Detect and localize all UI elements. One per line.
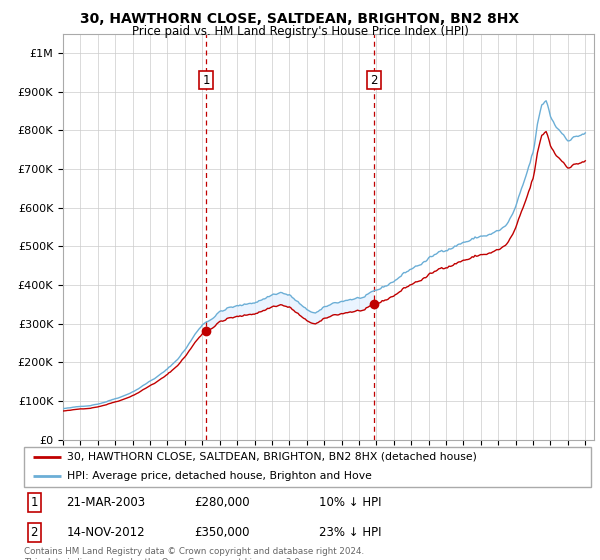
Text: 2: 2 <box>31 526 38 539</box>
Text: £280,000: £280,000 <box>194 496 250 508</box>
Text: 30, HAWTHORN CLOSE, SALTDEAN, BRIGHTON, BN2 8HX: 30, HAWTHORN CLOSE, SALTDEAN, BRIGHTON, … <box>80 12 520 26</box>
Text: 1: 1 <box>31 496 38 508</box>
Text: HPI: Average price, detached house, Brighton and Hove: HPI: Average price, detached house, Brig… <box>67 471 371 481</box>
Text: £350,000: £350,000 <box>194 526 250 539</box>
Text: 23% ↓ HPI: 23% ↓ HPI <box>319 526 382 539</box>
Text: Contains HM Land Registry data © Crown copyright and database right 2024.
This d: Contains HM Land Registry data © Crown c… <box>24 547 364 560</box>
Text: Price paid vs. HM Land Registry's House Price Index (HPI): Price paid vs. HM Land Registry's House … <box>131 25 469 38</box>
Text: 21-MAR-2003: 21-MAR-2003 <box>67 496 146 508</box>
Text: 30, HAWTHORN CLOSE, SALTDEAN, BRIGHTON, BN2 8HX (detached house): 30, HAWTHORN CLOSE, SALTDEAN, BRIGHTON, … <box>67 452 476 462</box>
Text: 14-NOV-2012: 14-NOV-2012 <box>67 526 145 539</box>
Text: 10% ↓ HPI: 10% ↓ HPI <box>319 496 382 508</box>
Text: 2: 2 <box>370 73 378 86</box>
Text: 1: 1 <box>202 73 209 86</box>
FancyBboxPatch shape <box>24 447 591 487</box>
